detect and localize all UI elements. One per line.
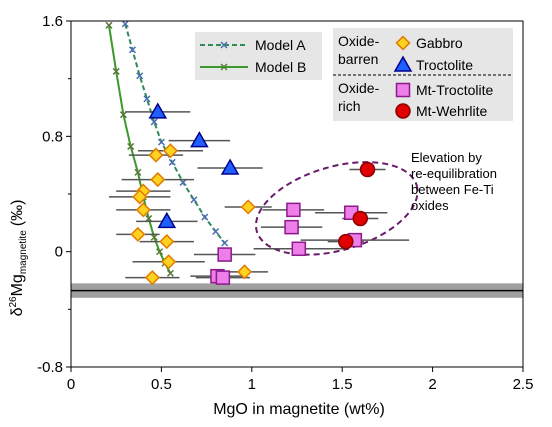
y-axis-label-unit: (‰) bbox=[9, 200, 26, 227]
y-tick-label: 1.6 bbox=[42, 13, 63, 30]
y-tick-label: 0.8 bbox=[42, 128, 63, 145]
mt-troctolite-point bbox=[284, 219, 299, 235]
x-tick-label: 0.5 bbox=[151, 376, 172, 393]
troctolite-point bbox=[220, 158, 240, 175]
legend-marker bbox=[220, 63, 228, 71]
legend-marker bbox=[395, 82, 411, 98]
gabbro-point bbox=[150, 172, 166, 188]
y-tick-label: 0 bbox=[55, 244, 63, 261]
mt-troctolite-point bbox=[217, 247, 232, 262]
gabbro-point bbox=[159, 234, 175, 250]
model-point bbox=[150, 118, 158, 126]
gabbro-point bbox=[240, 199, 256, 215]
mt-troctolite-point bbox=[286, 202, 301, 218]
legend-label: Mt-Wehrlite bbox=[416, 103, 488, 119]
y-axis-label-mg: Mg bbox=[9, 274, 26, 296]
model-point bbox=[221, 239, 229, 247]
x-axis-label: MgO in magnetite (wt%) bbox=[213, 401, 385, 418]
mt-wehrlite-point bbox=[352, 210, 369, 227]
model-point bbox=[134, 168, 142, 176]
model-line bbox=[124, 23, 226, 244]
model-point bbox=[136, 72, 144, 80]
gabbro-point bbox=[144, 270, 160, 286]
y-axis-label: δ26Mgmagnetite (‰) bbox=[8, 200, 29, 317]
model-point bbox=[212, 227, 220, 236]
legend-marker bbox=[395, 35, 411, 51]
y-axis-label-sup: 26 bbox=[8, 296, 19, 308]
troctolite-point bbox=[157, 211, 177, 229]
legend-label: Model B bbox=[255, 59, 306, 75]
model-point bbox=[143, 95, 151, 103]
legend-group-label: Oxide- bbox=[338, 33, 380, 49]
legend-label: Gabbro bbox=[416, 35, 463, 51]
legend-samples: Oxide-barren Oxide-rich Gabbro Troctolite Mt… bbox=[333, 28, 513, 121]
legend-marker bbox=[393, 55, 413, 72]
legend-group-label: Oxide- bbox=[338, 80, 380, 96]
annotation-line: between Fe-Ti bbox=[411, 182, 494, 197]
legend-models-box bbox=[195, 32, 322, 80]
model-point bbox=[156, 248, 164, 256]
model-point bbox=[201, 213, 209, 221]
model-point bbox=[168, 158, 176, 166]
annotation-line: Elevation by bbox=[411, 150, 482, 165]
model-point bbox=[190, 196, 198, 204]
model-point bbox=[121, 20, 129, 28]
legend-models: Model A Model B bbox=[195, 32, 322, 80]
gabbro-point bbox=[161, 254, 177, 270]
legend-marker bbox=[395, 103, 411, 119]
x-tick-label: 0 bbox=[67, 376, 75, 393]
model-point bbox=[119, 111, 127, 119]
legend-label: Model A bbox=[255, 37, 306, 53]
y-tick-label: -0.8 bbox=[37, 359, 63, 376]
model-point bbox=[128, 46, 137, 54]
mt-troctolite-point bbox=[215, 270, 231, 285]
mt-wehrlite-point bbox=[359, 161, 376, 178]
model-point bbox=[179, 178, 187, 186]
model-point bbox=[166, 269, 174, 277]
model-point bbox=[145, 214, 153, 223]
gabbro-point bbox=[148, 147, 164, 163]
model-point bbox=[157, 138, 165, 146]
y-axis-label-sub: magnetite bbox=[18, 230, 29, 274]
mt-wehrlite-point bbox=[338, 233, 354, 250]
y-axis-label-delta: δ bbox=[9, 307, 26, 316]
model-point bbox=[150, 233, 158, 241]
x-tick-label: 1.5 bbox=[332, 376, 353, 393]
gabbro-point bbox=[132, 189, 148, 205]
x-tick-label: 1 bbox=[248, 376, 256, 393]
model-point bbox=[105, 21, 113, 29]
troctolite-point bbox=[190, 131, 209, 148]
legend-label: Troctolite bbox=[416, 57, 473, 73]
x-tick-label: 2.5 bbox=[513, 376, 534, 393]
mt-troctolite-point bbox=[291, 241, 307, 257]
legend-group-label: barren bbox=[338, 51, 378, 67]
gabbro-point bbox=[130, 226, 146, 242]
gabbro-point bbox=[237, 264, 253, 280]
annotation-line: oxides bbox=[411, 198, 449, 213]
troctolite-point bbox=[148, 102, 168, 119]
model-point bbox=[112, 67, 120, 75]
legend-label: Mt-Troctolite bbox=[416, 82, 493, 98]
x-tick-label: 2 bbox=[428, 376, 436, 393]
re-equilibration-ellipse bbox=[255, 161, 419, 256]
gabbro-point bbox=[135, 202, 151, 218]
gabbro-point bbox=[162, 143, 179, 159]
model-point bbox=[127, 142, 135, 150]
legend-marker bbox=[220, 41, 228, 49]
legend-group-label: rich bbox=[338, 98, 361, 114]
model-curve bbox=[121, 20, 229, 247]
annotation-line: re-equilibration bbox=[411, 166, 497, 181]
